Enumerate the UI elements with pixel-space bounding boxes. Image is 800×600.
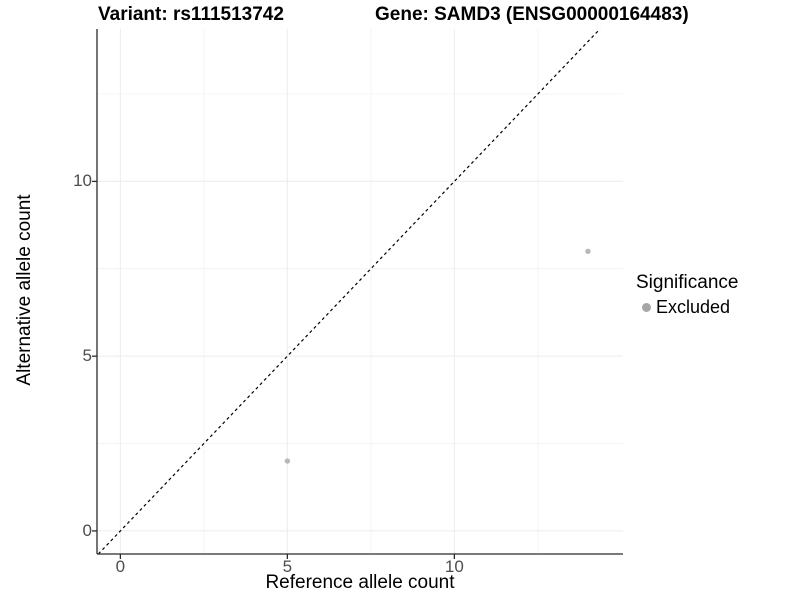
plot-title-gene: Gene: SAMD3 (ENSG00000164483) (375, 4, 689, 25)
legend-entry-label: Excluded (656, 297, 731, 317)
x-axis-title: Reference allele count (265, 572, 455, 593)
data-point (284, 458, 291, 464)
x-tick-label: 5 (282, 557, 293, 576)
y-tick-label: 5 (82, 346, 92, 366)
legend-title: Significance (636, 272, 739, 293)
identity-line (97, 28, 601, 555)
legend: Significance Excluded (636, 272, 738, 318)
plot-title-variant: Variant: rs111513742 (98, 4, 284, 25)
legend-entry-excluded: Excluded (636, 297, 738, 318)
y-tick-label: 0 (82, 520, 92, 540)
data-point (585, 248, 591, 255)
y-axis-title: Alternative allele count (14, 194, 35, 386)
x-tick-label: 10 (444, 557, 464, 576)
y-tick-label: 10 (73, 171, 92, 191)
x-tick-label: 0 (115, 557, 126, 576)
legend-point-icon (642, 303, 651, 312)
